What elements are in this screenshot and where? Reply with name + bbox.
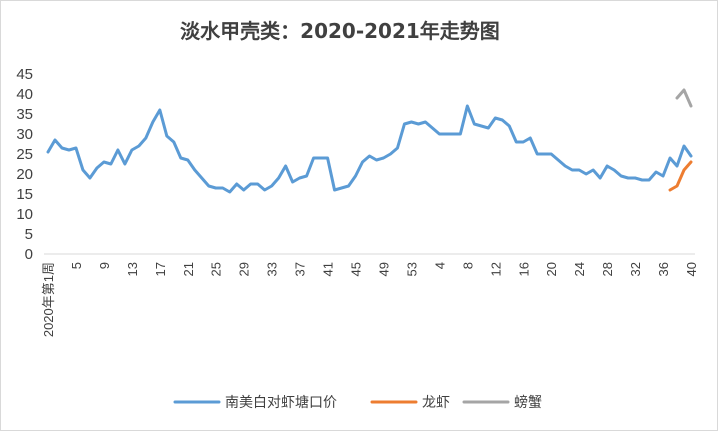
chart-title: 淡水甲壳类：2020-2021年走势图: [180, 19, 500, 43]
x-tick-label: 20: [544, 262, 559, 276]
x-tick-label: 28: [600, 262, 615, 276]
x-tick-label: 53: [404, 262, 419, 276]
y-tick-label: 0: [25, 246, 33, 263]
x-axis: 2020年第1周 5 9 13 17 21 25 29 33 37 41 45 49 53 4 8 12 16 20…: [41, 253, 699, 337]
x-tick-label: 29: [237, 262, 252, 276]
y-tick-label: 15: [16, 186, 33, 203]
x-tick-label: 49: [376, 262, 391, 276]
legend-label: 龙虾: [422, 395, 450, 411]
x-tick-label: 36: [656, 262, 671, 276]
x-tick-label: 17: [153, 262, 168, 276]
x-tick-label: 5: [69, 262, 84, 269]
legend: 南美白对虾塘口价 龙虾 螃蟹: [173, 394, 542, 411]
x-tick-label: 37: [293, 262, 308, 276]
y-tick-label: 30: [16, 126, 33, 143]
x-tick-label: 32: [628, 262, 643, 276]
y-tick-label: 20: [16, 166, 33, 183]
x-tick-label: 9: [97, 262, 112, 269]
x-tick-label: 45: [349, 262, 364, 276]
x-tick-label: 13: [125, 262, 140, 276]
x-tick-label: 12: [488, 262, 503, 276]
x-tick-label: 40: [684, 262, 699, 276]
x-tick-label: 25: [209, 262, 224, 276]
series-lines: [46, 88, 693, 194]
series-line-3: [675, 88, 693, 108]
x-tick-label: 24: [572, 262, 587, 276]
x-tick-label: 2020年第1周: [41, 262, 56, 337]
x-tick-label: 4: [432, 262, 447, 269]
y-tick-label: 40: [16, 86, 33, 103]
series-line-1: [46, 104, 693, 194]
x-tick-label: 16: [516, 262, 531, 276]
legend-label: 螃蟹: [514, 394, 542, 411]
x-tick-label: 33: [265, 262, 280, 276]
y-tick-label: 10: [16, 206, 33, 223]
y-tick-label: 25: [16, 146, 33, 163]
y-axis-ticks: 0 5 10 15 20 25 30 35 40 45: [16, 66, 33, 263]
series-line-2: [668, 160, 693, 192]
x-tick-label: 21: [181, 262, 196, 276]
y-tick-label: 5: [25, 226, 33, 243]
y-tick-label: 35: [16, 106, 33, 123]
legend-label: 南美白对虾塘口价: [225, 395, 337, 411]
x-tick-label: 41: [321, 262, 336, 276]
x-tick-label: 8: [460, 262, 475, 269]
y-tick-label: 45: [16, 66, 33, 83]
